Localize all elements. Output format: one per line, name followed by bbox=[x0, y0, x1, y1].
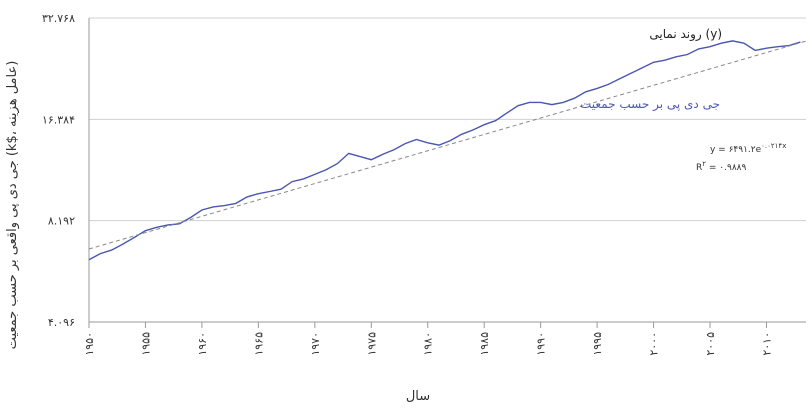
x-tick-label: ۱۹۵۰ bbox=[83, 332, 96, 356]
trend-line bbox=[88, 40, 807, 250]
equation-text: y = ۶۴۹۱.۲e bbox=[710, 145, 762, 155]
x-tick-label: ۱۹۷۰ bbox=[309, 332, 322, 356]
x-tick-label: ۱۹۸۰ bbox=[422, 332, 435, 356]
r-text: R bbox=[696, 163, 702, 173]
r-squared: R۲ = ۰.۹۸۸۹ bbox=[696, 160, 746, 173]
x-tick-label: ۱۹۷۵ bbox=[365, 332, 378, 356]
x-tick-label: ۱۹۶۰ bbox=[196, 332, 209, 356]
x-tick-label: ۱۹۵۵ bbox=[139, 332, 152, 356]
y-tick-label: ۱۶.۳۸۴ bbox=[42, 113, 75, 126]
legend-label: روند نمایی (y) bbox=[649, 27, 722, 42]
data-line bbox=[88, 40, 801, 261]
y-tick-label: ۸.۱۹۲ bbox=[48, 215, 75, 228]
equation-exponent: ۰.۰۲۱۴x bbox=[761, 142, 786, 150]
legend-label: جی دی پی بر حسب جمعیت bbox=[580, 97, 720, 112]
x-tick-label: ۱۹۸۵ bbox=[478, 332, 491, 356]
x-tick-label: ۱۹۹۵ bbox=[591, 332, 604, 356]
y-tick-label: ۳۲.۷۶۸ bbox=[42, 12, 75, 25]
equation: y = ۶۴۹۱.۲e۰.۰۲۱۴x bbox=[710, 142, 786, 155]
x-tick-label: ۱۹۹۰ bbox=[535, 332, 548, 356]
x-tick-label: ۲۰۰۵ bbox=[704, 332, 717, 356]
x-tick-label: ۲۰۰۰ bbox=[648, 332, 661, 356]
y-tick-label: ۴.۰۹۶ bbox=[48, 316, 75, 329]
r-exponent: ۲ bbox=[702, 160, 706, 168]
y-axis-label: جی دی پی واقعی بر حسب جمعیت (k$، عامل هز… bbox=[5, 61, 20, 350]
x-tick-label: ۱۹۶۵ bbox=[252, 332, 265, 356]
x-tick-label: ۲۰۱۰ bbox=[760, 332, 773, 356]
x-axis-label: سال bbox=[406, 389, 430, 404]
r-value: = ۰.۹۸۸۹ bbox=[706, 163, 746, 173]
